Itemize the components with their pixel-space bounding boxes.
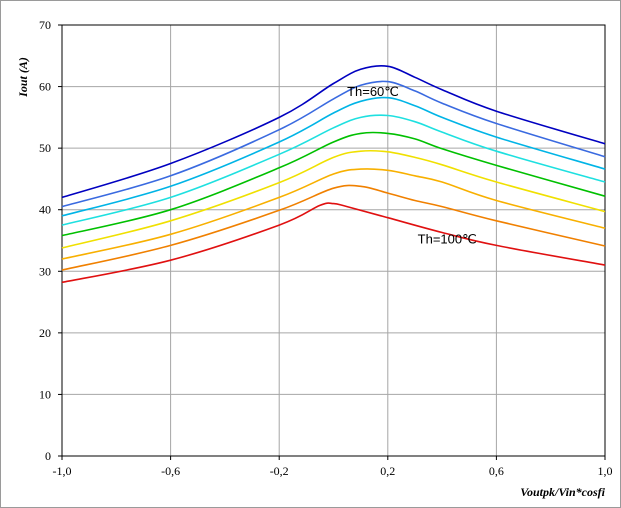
series-line-3: [61, 96, 606, 217]
plot-area-border: [61, 24, 606, 457]
annotation-label: Th=100℃: [418, 232, 477, 247]
y-tick-label: 30: [39, 264, 51, 278]
series-line-5: [61, 131, 606, 237]
y-tick-label: 60: [39, 80, 51, 94]
y-axis-label: Iout (A): [16, 57, 30, 98]
series-line-4: [61, 114, 606, 226]
x-tick-label: 0,2: [380, 464, 395, 478]
x-tick-label: 1,0: [598, 464, 613, 478]
x-axis-label: Voutpk/Vin*cosfi: [520, 485, 605, 499]
series-line-8: [61, 184, 606, 271]
x-tick-label: 0,6: [489, 464, 504, 478]
annotations: Th=60℃ Th=100℃: [347, 84, 477, 247]
series-line-9: [61, 202, 606, 284]
x-tick-label: -1,0: [53, 464, 72, 478]
annotation-label: Th=60℃: [347, 84, 399, 99]
x-tick-label: -0,6: [161, 464, 180, 478]
series-line-1: [61, 64, 606, 199]
y-tick-label: 70: [39, 18, 51, 32]
y-tick-label: 50: [39, 141, 51, 155]
series-line-2: [61, 80, 606, 208]
y-tick-label: 10: [39, 387, 51, 401]
y-tick-label: 40: [39, 203, 51, 217]
y-tick-labels: 0 10 20 30 40 50 60 70: [39, 18, 51, 463]
x-tick-labels: -1,0 -0,6 -0,2 0,2 0,6 1,0: [53, 464, 613, 478]
x-tick-label: -0,2: [270, 464, 289, 478]
gridlines: [58, 24, 606, 460]
series-line-7: [61, 168, 606, 260]
y-tick-label: 20: [39, 326, 51, 340]
series-line-6: [61, 149, 606, 249]
y-tick-label: 0: [45, 449, 51, 463]
series-layer: [61, 64, 606, 284]
